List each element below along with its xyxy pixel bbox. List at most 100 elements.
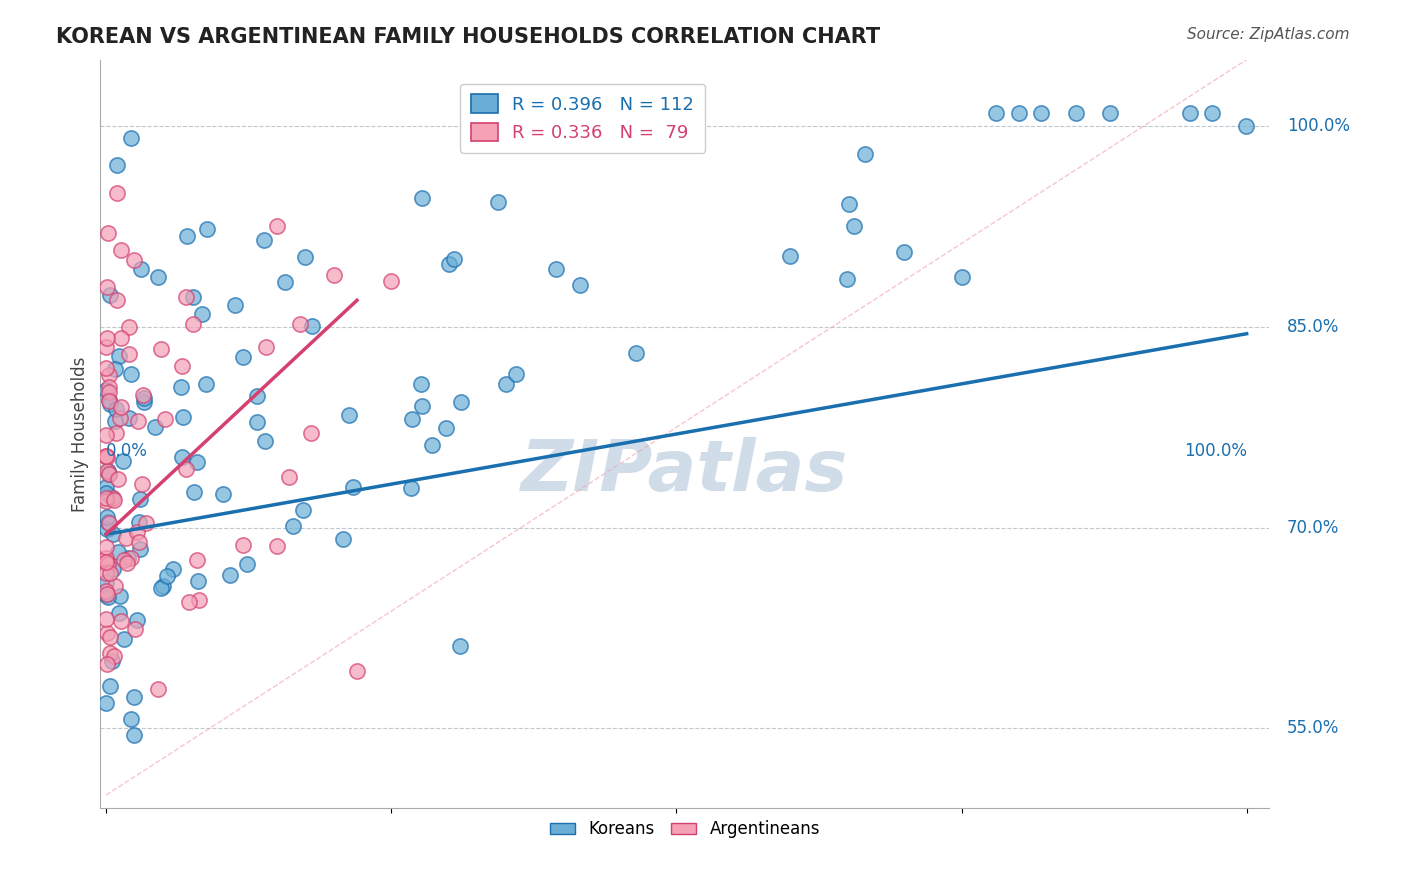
Point [97, 384, 120, 399]
Text: 100.0%: 100.0% [1286, 118, 1350, 136]
Point [380, 274, 402, 288]
Point [94, 485, 117, 500]
Point [195, 376, 218, 391]
Point [94, 612, 117, 626]
Point [420, 438, 443, 452]
Point [104, 578, 127, 592]
Point [179, 594, 201, 608]
Point [401, 412, 423, 426]
Point [98, 566, 121, 581]
Point [183, 317, 205, 331]
Point [134, 391, 156, 405]
Point [120, 367, 142, 381]
Text: 100.0%: 100.0% [1184, 442, 1247, 459]
Point [568, 277, 591, 292]
Point [224, 298, 246, 312]
Point [236, 558, 259, 572]
Point [176, 228, 198, 243]
Point [299, 426, 322, 441]
Point [110, 331, 132, 345]
Point [253, 233, 276, 247]
Point [153, 412, 176, 426]
Point [94, 555, 117, 569]
Point [450, 395, 472, 409]
Point [129, 542, 152, 557]
Point [101, 527, 124, 541]
Point [96, 280, 118, 294]
Point [495, 376, 517, 391]
Point [96, 657, 118, 672]
Point [186, 574, 208, 588]
Point [97, 464, 120, 478]
Point [100, 647, 122, 661]
Point [96, 361, 118, 376]
Point [346, 664, 368, 678]
Point [191, 307, 214, 321]
Point [96, 575, 118, 590]
Point [94, 540, 117, 554]
Point [98, 393, 121, 408]
Point [117, 551, 139, 566]
Point [146, 269, 169, 284]
Point [124, 728, 146, 742]
Point [110, 401, 132, 415]
Point [114, 531, 136, 545]
Point [449, 639, 471, 653]
Point [842, 219, 865, 233]
Point [128, 535, 150, 549]
Point [254, 340, 277, 354]
Point [143, 420, 166, 434]
Point [323, 268, 346, 283]
Point [950, 270, 973, 285]
Text: KOREAN VS ARGENTINEAN FAMILY HOUSEHOLDS CORRELATION CHART: KOREAN VS ARGENTINEAN FAMILY HOUSEHOLDS … [56, 27, 880, 46]
Point [135, 516, 157, 530]
Point [97, 392, 120, 407]
Point [98, 288, 121, 302]
Point [148, 681, 170, 696]
Text: 70.0%: 70.0% [1286, 518, 1340, 537]
Point [98, 516, 121, 530]
Point [97, 557, 120, 571]
Point [1201, 106, 1223, 120]
Point [274, 275, 297, 289]
Legend: Koreans, Argentineans: Koreans, Argentineans [543, 814, 827, 845]
Point [779, 249, 801, 263]
Point [96, 626, 118, 640]
Point [893, 245, 915, 260]
Point [103, 493, 125, 508]
Text: ZIPatlas: ZIPatlas [522, 437, 849, 506]
Point [437, 257, 460, 271]
Point [219, 568, 242, 582]
Point [96, 515, 118, 529]
Point [105, 186, 128, 201]
Point [94, 491, 117, 505]
Point [118, 320, 141, 334]
Point [96, 587, 118, 601]
Text: 85.0%: 85.0% [1286, 318, 1340, 336]
Point [176, 290, 198, 304]
Point [111, 453, 134, 467]
Point [443, 252, 465, 266]
Point [505, 367, 527, 381]
Point [128, 515, 150, 529]
Point [98, 397, 121, 411]
Text: 0.0%: 0.0% [105, 442, 148, 459]
Point [96, 510, 118, 524]
Point [94, 383, 117, 397]
Point [527, 106, 550, 120]
Point [105, 158, 128, 172]
Point [246, 415, 269, 429]
Point [96, 331, 118, 345]
Point [127, 414, 149, 428]
Point [170, 359, 193, 374]
Point [172, 410, 194, 425]
Point [115, 557, 138, 571]
Point [186, 455, 208, 469]
Point [96, 494, 118, 508]
Point [479, 106, 502, 120]
Point [624, 346, 647, 360]
Point [132, 388, 155, 402]
Point [120, 712, 142, 726]
Point [1064, 106, 1087, 120]
Point [94, 450, 117, 464]
